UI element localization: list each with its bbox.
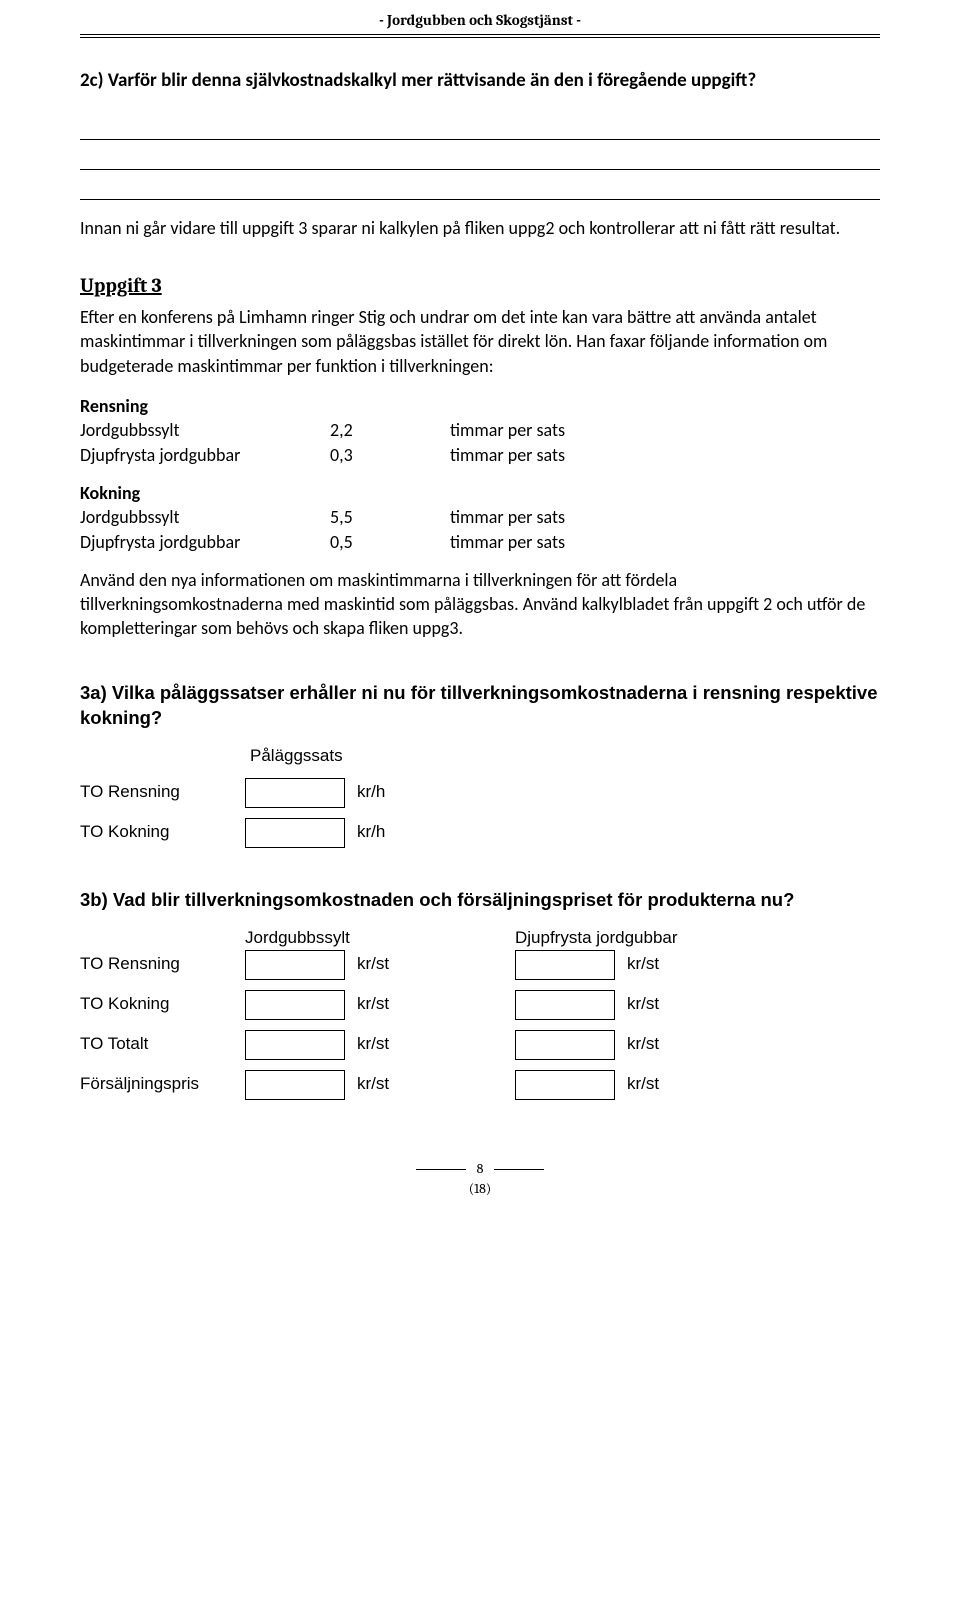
form-3a: Påläggssats TO Rensning kr/h TO Kokning …	[80, 745, 880, 848]
table-row: Djupfrysta jordgubbar 0,5 timmar per sat…	[80, 530, 880, 554]
unit-label: kr/st	[357, 1033, 417, 1056]
row-name: Jordgubbssylt	[80, 418, 330, 442]
table-row: Jordgubbssylt 2,2 timmar per sats	[80, 418, 880, 442]
question-3a-heading: 3a) Vilka påläggssatser erhåller ni nu f…	[80, 681, 880, 731]
form-row: TO Totalt kr/st kr/st	[80, 1030, 880, 1060]
form-3b: Jordgubbssylt Djupfrysta jordgubbar TO R…	[80, 927, 880, 1100]
kokning-label: Kokning	[80, 481, 880, 505]
unit-label: kr/st	[627, 1033, 687, 1056]
row-label: TO Totalt	[80, 1033, 245, 1056]
col-b-header: Djupfrysta jordgubbar	[515, 927, 785, 950]
header-double-rule	[80, 34, 880, 40]
unit-label: kr/h	[357, 821, 417, 844]
row-value: 0,3	[330, 443, 450, 467]
input-frysta-rensning[interactable]	[515, 950, 615, 980]
row-label: TO Rensning	[80, 781, 245, 804]
row-unit: timmar per sats	[450, 530, 880, 554]
form-row: Försäljningspris kr/st kr/st	[80, 1070, 880, 1100]
input-frysta-pris[interactable]	[515, 1070, 615, 1100]
row-name: Djupfrysta jordgubbar	[80, 530, 330, 554]
input-rensning-rate[interactable]	[245, 778, 345, 808]
column-headers: Jordgubbssylt Djupfrysta jordgubbar	[80, 927, 880, 950]
row-unit: timmar per sats	[450, 418, 880, 442]
input-sylt-pris[interactable]	[245, 1070, 345, 1100]
unit-label: kr/st	[357, 953, 417, 976]
rensning-table: Rensning Jordgubbssylt 2,2 timmar per sa…	[80, 394, 880, 467]
footer-rule-left	[416, 1169, 466, 1170]
question-2c-heading: 2c) Varför blir denna självkostnadskalky…	[80, 68, 880, 94]
unit-label: kr/st	[357, 1073, 417, 1096]
input-sylt-rensning[interactable]	[245, 950, 345, 980]
unit-label: kr/st	[627, 953, 687, 976]
col-a-header: Jordgubbssylt	[245, 927, 515, 950]
page-total: (18)	[80, 1180, 880, 1199]
row-label: TO Kokning	[80, 821, 245, 844]
input-frysta-kokning[interactable]	[515, 990, 615, 1020]
row-value: 0,5	[330, 530, 450, 554]
form-row: TO Rensning kr/st kr/st	[80, 950, 880, 980]
row-label: TO Rensning	[80, 953, 245, 976]
unit-label: kr/st	[627, 1073, 687, 1096]
row-name: Djupfrysta jordgubbar	[80, 443, 330, 467]
answer-line[interactable]	[80, 176, 880, 200]
uppgift3-title: Uppgift 3	[80, 272, 880, 299]
answer-line[interactable]	[80, 146, 880, 170]
page-number: 8	[477, 1160, 484, 1177]
row-label: Försäljningspris	[80, 1073, 245, 1096]
row-label: TO Kokning	[80, 993, 245, 1016]
palaggssats-label: Påläggssats	[250, 745, 880, 768]
table-row: Jordgubbssylt 5,5 timmar per sats	[80, 505, 880, 529]
form-row: TO Kokning kr/st kr/st	[80, 990, 880, 1020]
unit-label: kr/h	[357, 781, 417, 804]
row-value: 5,5	[330, 505, 450, 529]
page-footer: 8 (18)	[80, 1160, 880, 1200]
form-row-kokning: TO Kokning kr/h	[80, 818, 880, 848]
unit-label: kr/st	[627, 993, 687, 1016]
table-row: Djupfrysta jordgubbar 0,3 timmar per sat…	[80, 443, 880, 467]
input-sylt-kokning[interactable]	[245, 990, 345, 1020]
uppgift3-body-post: Använd den nya informationen om maskinti…	[80, 568, 880, 641]
input-kokning-rate[interactable]	[245, 818, 345, 848]
rensning-label: Rensning	[80, 394, 880, 418]
footer-rule-right	[494, 1169, 544, 1170]
input-sylt-totalt[interactable]	[245, 1030, 345, 1060]
row-value: 2,2	[330, 418, 450, 442]
row-unit: timmar per sats	[450, 505, 880, 529]
input-frysta-totalt[interactable]	[515, 1030, 615, 1060]
row-name: Jordgubbssylt	[80, 505, 330, 529]
answer-line[interactable]	[80, 116, 880, 140]
form-row-rensning: TO Rensning kr/h	[80, 778, 880, 808]
row-unit: timmar per sats	[450, 443, 880, 467]
kokning-table: Kokning Jordgubbssylt 5,5 timmar per sat…	[80, 481, 880, 554]
unit-label: kr/st	[357, 993, 417, 1016]
page-header-title: - Jordgubben och Skogstjänst -	[80, 0, 880, 34]
question-3b-heading: 3b) Vad blir tillverkningsomkostnaden oc…	[80, 888, 880, 913]
intro-note: Innan ni går vidare till uppgift 3 spara…	[80, 216, 880, 240]
uppgift3-body-pre: Efter en konferens på Limhamn ringer Sti…	[80, 305, 880, 378]
